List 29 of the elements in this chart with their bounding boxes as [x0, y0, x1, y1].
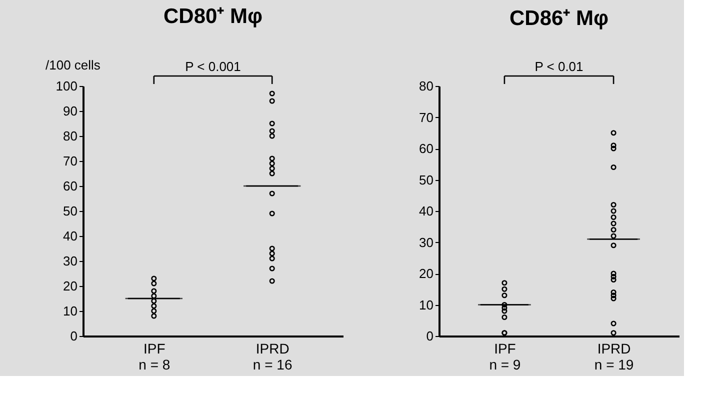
- y-tick-label: 80: [419, 78, 434, 94]
- y-tick-label: 70: [63, 154, 78, 168]
- y-tick-label: 20: [63, 278, 78, 294]
- x-tick-label: IPRD n = 16: [252, 340, 292, 372]
- y-tick-label: 70: [419, 110, 434, 125]
- y-tick-label: 50: [419, 172, 434, 188]
- y-axis-title: /100 cells: [46, 58, 101, 72]
- y-tick-label: 30: [63, 254, 78, 268]
- x-tick-label: IPF n = 8: [138, 340, 170, 372]
- y-tick-label: 50: [63, 204, 78, 218]
- y-tick-label: 20: [419, 266, 434, 281]
- y-tick-label: 10: [63, 304, 78, 318]
- y-tick-label: 10: [419, 297, 434, 312]
- y-tick-label: 90: [63, 104, 78, 118]
- y-tick-label: 40: [63, 228, 78, 244]
- text: P < 0.01: [534, 59, 584, 74]
- y-tick-label: 40: [419, 204, 434, 218]
- y-tick-label: 0: [426, 328, 434, 344]
- chart-title: CD80⁺ Mφ: [163, 5, 263, 28]
- x-tick-label: IPRD n = 19: [594, 340, 634, 372]
- y-tick-label: 60: [419, 141, 434, 156]
- y-tick-label: 100: [56, 78, 78, 94]
- y-tick-label: 60: [63, 178, 78, 194]
- y-tick-label: 30: [419, 234, 434, 250]
- chart-title: CD86⁺ Mφ: [509, 7, 609, 30]
- y-tick-label: 80: [63, 128, 78, 144]
- text: P < 0.001: [185, 59, 241, 74]
- x-tick-label: IPF n = 9: [489, 340, 521, 372]
- y-tick-label: 0: [70, 328, 78, 344]
